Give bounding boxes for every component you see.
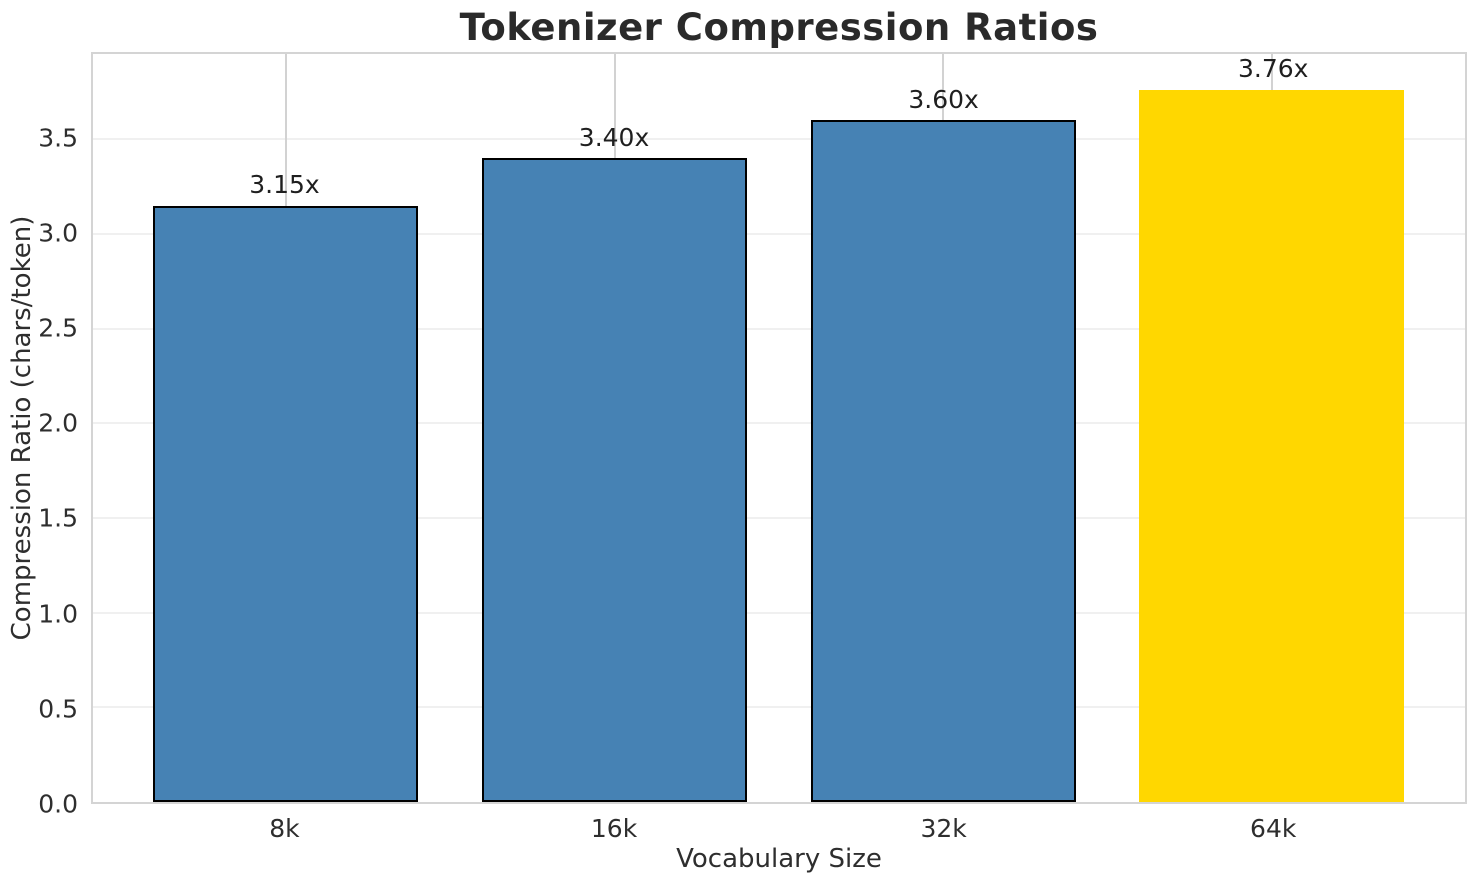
- horizontal-gridline: [93, 422, 1465, 425]
- y-tick-label: 0.0: [38, 789, 78, 819]
- x-tick-label: 32k: [920, 814, 967, 843]
- horizontal-gridline: [93, 138, 1465, 141]
- x-tick-label: 64k: [1250, 814, 1297, 843]
- bar-value-label: 3.40x: [578, 122, 650, 152]
- horizontal-gridline: [93, 706, 1465, 709]
- bar-32k: [810, 120, 1076, 802]
- horizontal-gridline: [93, 232, 1465, 235]
- horizontal-gridline: [93, 611, 1465, 614]
- horizontal-gridline: [93, 516, 1465, 519]
- horizontal-gridline: [93, 327, 1465, 330]
- x-axis-label: Vocabulary Size: [676, 844, 882, 874]
- y-tick-label: 2.0: [38, 408, 78, 438]
- y-tick-label: 1.0: [38, 599, 78, 629]
- y-tick-label: 3.0: [38, 218, 78, 248]
- plot-area: [91, 52, 1467, 804]
- chart-title: Tokenizer Compression Ratios: [459, 6, 1099, 49]
- y-tick-label: 0.5: [38, 694, 78, 724]
- y-tick-label: 2.5: [38, 313, 78, 343]
- y-tick-label: 1.5: [38, 503, 78, 533]
- bar-value-label: 3.76x: [1237, 54, 1309, 84]
- x-tick-label: 8k: [269, 814, 300, 843]
- bar-value-label: 3.60x: [908, 84, 979, 114]
- x-tick-label: 16k: [590, 814, 638, 843]
- bar-value-label: 3.15x: [249, 170, 320, 200]
- y-tick-label: 3.5: [38, 123, 78, 153]
- bar-8k: [153, 205, 419, 802]
- bar-16k: [481, 158, 748, 802]
- bar-64k: [1139, 89, 1405, 802]
